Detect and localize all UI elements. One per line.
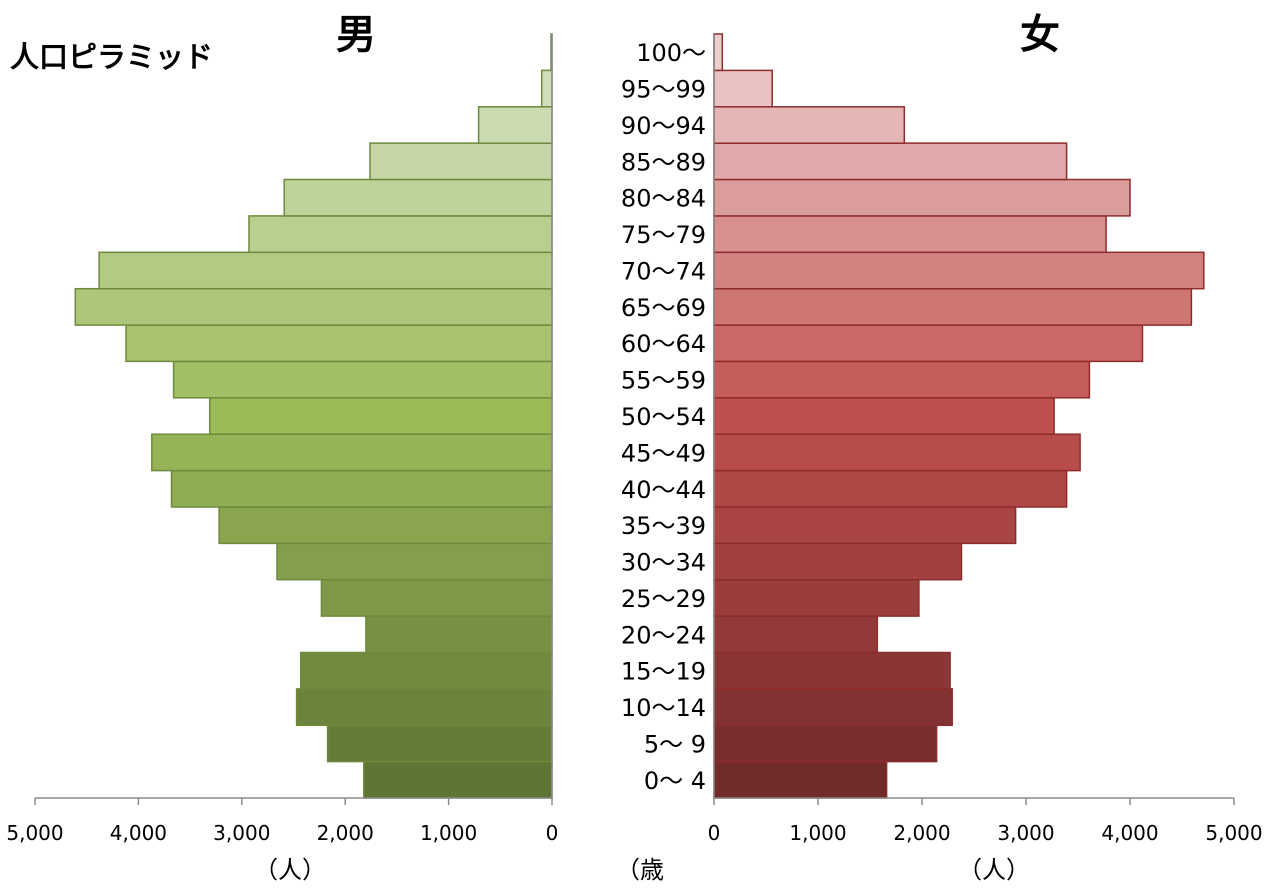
- female-bar-2: [713, 688, 953, 727]
- age-group-label: 15〜19: [621, 658, 706, 686]
- male-bar-3: [299, 651, 553, 690]
- female-bar-20: [713, 33, 724, 72]
- female-bar-5: [713, 578, 920, 617]
- male-bar-9: [151, 433, 553, 472]
- female-bar-0: [713, 760, 888, 799]
- male-bar-7: [218, 506, 553, 545]
- age-group-label: 95〜99: [621, 76, 706, 104]
- age-group-label: 100〜: [636, 39, 706, 67]
- age-group-label: 20〜24: [621, 621, 706, 649]
- age-group-label: 30〜34: [621, 549, 706, 577]
- female-tick-label: 3,000: [997, 821, 1054, 845]
- female-x-axis: 0 1,000 2,000 3,000 4,000 5,000: [708, 797, 1263, 845]
- female-tick-label: 5,000: [1205, 821, 1262, 845]
- female-bar-14: [713, 251, 1205, 290]
- male-bar-17: [369, 142, 553, 181]
- age-group-labels: 0〜 4 5〜 9 10〜14 15〜19 20〜24 25〜29 30〜34 35〜39 40…: [621, 39, 706, 795]
- age-group-label: 35〜39: [621, 512, 706, 540]
- female-bars: [713, 33, 1205, 799]
- female-bar-7: [713, 506, 1017, 545]
- male-bar-2: [295, 688, 553, 727]
- male-bar-13: [74, 287, 553, 326]
- age-group-label: 40〜44: [621, 476, 706, 504]
- male-bar-6: [276, 542, 553, 581]
- male-tick-label: 5,000: [6, 821, 63, 845]
- age-group-label: 50〜54: [621, 403, 706, 431]
- male-bar-5: [320, 578, 553, 617]
- female-bar-19: [713, 69, 773, 108]
- female-bar-1: [713, 724, 938, 763]
- female-bar-6: [713, 542, 963, 581]
- age-group-label: 10〜14: [621, 694, 706, 722]
- male-tick-label: 2,000: [317, 821, 374, 845]
- female-bar-12: [713, 324, 1144, 363]
- female-tick-label: 0: [708, 821, 721, 845]
- male-bar-15: [248, 215, 553, 254]
- female-bar-10: [713, 397, 1055, 435]
- male-bar-8: [170, 469, 553, 508]
- female-bar-9: [713, 433, 1081, 472]
- female-x-axis-unit: （人）: [958, 856, 1030, 884]
- male-bars: [74, 33, 553, 799]
- male-bar-1: [326, 724, 553, 763]
- female-bar-13: [713, 287, 1193, 326]
- male-tick-label: 4,000: [110, 821, 167, 845]
- age-axis-unit: （歳: [616, 856, 664, 884]
- male-tick-label: 3,000: [213, 821, 270, 845]
- male-tick-label: 0: [546, 821, 559, 845]
- female-bar-11: [713, 360, 1091, 399]
- age-group-label: 90〜94: [621, 112, 706, 140]
- chart-title: 人口ピラミッド: [10, 40, 213, 74]
- male-x-axis-unit: （人）: [254, 856, 326, 884]
- male-tick-label: 1,000: [420, 821, 477, 845]
- female-tick-label: 2,000: [893, 821, 950, 845]
- age-group-label: 25〜29: [621, 585, 706, 613]
- male-bar-12: [125, 324, 553, 363]
- age-group-label: 65〜69: [621, 294, 706, 322]
- male-x-axis: 0 1,000 2,000 3,000 4,000 5,000: [6, 797, 559, 845]
- female-tick-label: 4,000: [1101, 821, 1158, 845]
- male-bar-4: [365, 615, 553, 654]
- male-bar-10: [208, 397, 553, 435]
- female-tick-label: 1,000: [789, 821, 846, 845]
- age-group-label: 70〜74: [621, 258, 706, 286]
- male-bar-16: [283, 178, 553, 217]
- female-bar-3: [713, 651, 951, 690]
- male-bar-19: [540, 69, 553, 108]
- age-group-label: 75〜79: [621, 221, 706, 249]
- male-bar-11: [172, 360, 553, 399]
- age-group-label: 0〜 4: [644, 767, 706, 795]
- age-group-label: 55〜59: [621, 367, 706, 395]
- age-group-label: 60〜64: [621, 330, 706, 358]
- male-bar-0: [363, 760, 553, 799]
- male-bar-18: [477, 106, 553, 144]
- female-bar-17: [713, 142, 1068, 181]
- female-bar-16: [713, 178, 1131, 217]
- female-bar-8: [713, 469, 1068, 508]
- female-bar-4: [713, 615, 879, 654]
- female-panel-title: 女: [1020, 12, 1060, 58]
- female-bar-15: [713, 215, 1107, 254]
- female-bar-18: [713, 106, 906, 144]
- age-group-label: 5〜 9: [644, 730, 706, 758]
- age-group-label: 45〜49: [621, 439, 706, 467]
- age-group-label: 85〜89: [621, 148, 706, 176]
- age-group-label: 80〜84: [621, 185, 706, 213]
- male-bar-14: [98, 251, 553, 290]
- male-panel-title: 男: [336, 12, 376, 58]
